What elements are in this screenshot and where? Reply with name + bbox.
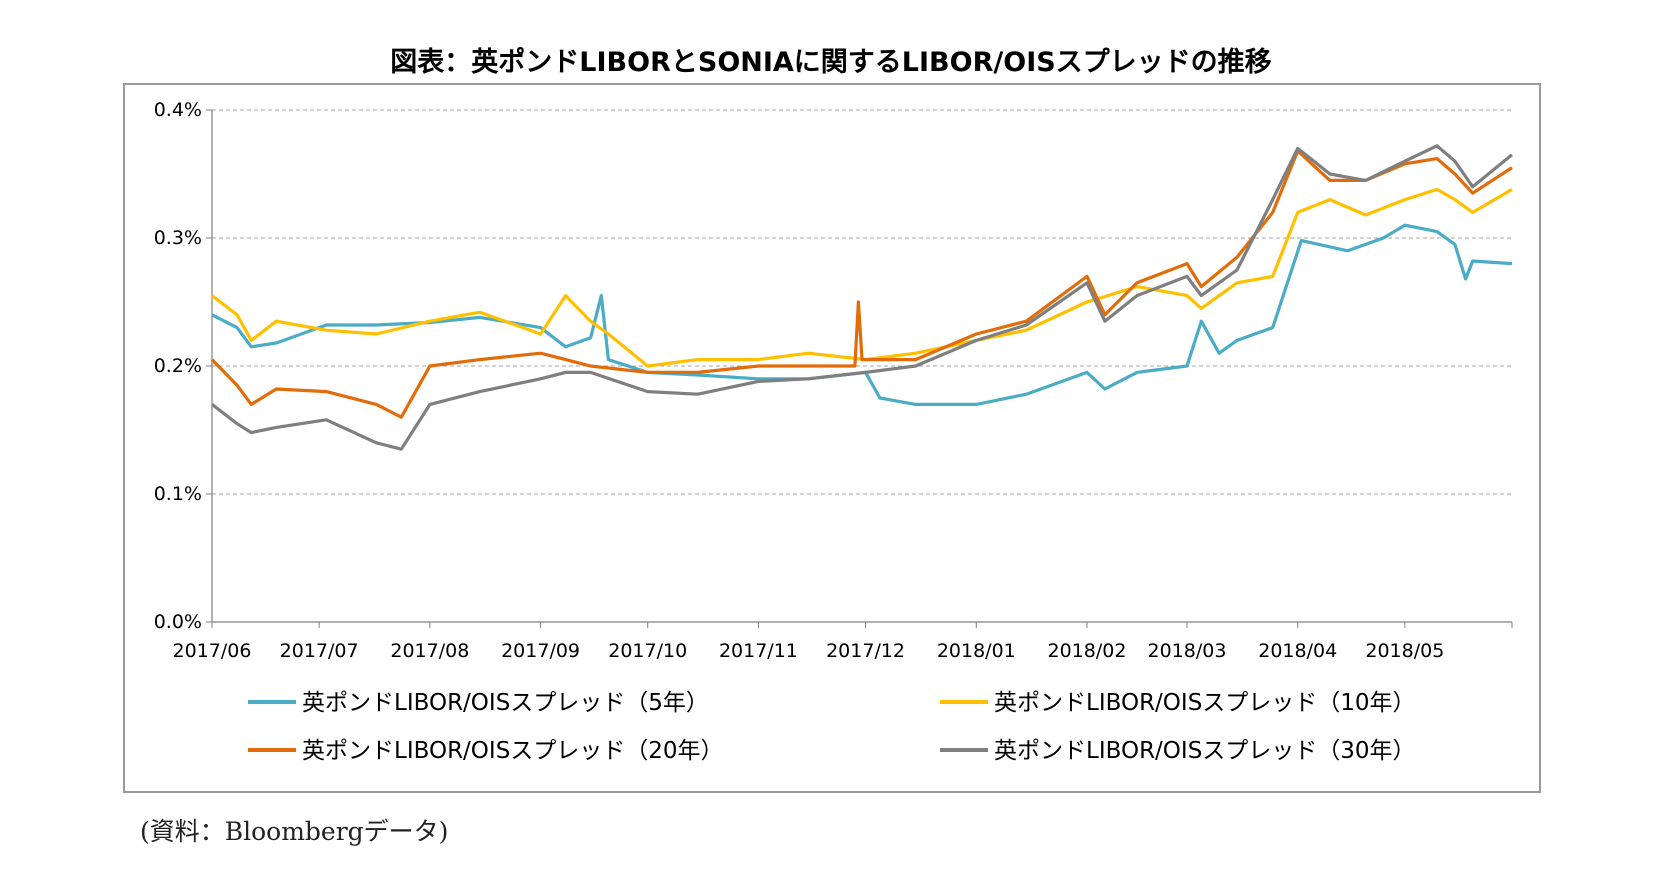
axes: 0.0% 0.1% 0.2% 0.3% 0.4% 2017/06 2017/07 2017/0… bbox=[154, 99, 1513, 662]
x-tick-label: 2017/06 bbox=[173, 640, 252, 662]
x-tick-label: 2018/02 bbox=[1048, 640, 1127, 662]
source-note: (資料：Bloombergデータ) bbox=[140, 817, 449, 846]
legend-label: 英ポンドLIBOR/OISスプレッド（20年） bbox=[302, 738, 724, 764]
legend-label: 英ポンドLIBOR/OISスプレッド（30年） bbox=[994, 738, 1416, 764]
x-tick-label: 2018/05 bbox=[1365, 640, 1444, 662]
y-tick-label: 0.2% bbox=[154, 355, 202, 377]
legend-label: 英ポンドLIBOR/OISスプレッド（5年） bbox=[302, 690, 709, 716]
series-line-3 bbox=[211, 144, 1514, 451]
legend: 英ポンドLIBOR/OISスプレッド（5年） 英ポンドLIBOR/OISスプレッド… bbox=[248, 690, 1416, 764]
y-tick-label: 0.0% bbox=[154, 611, 202, 633]
x-tick-label: 2017/09 bbox=[501, 640, 580, 662]
x-tick-label: 2017/08 bbox=[390, 640, 469, 662]
x-tick-label: 2018/03 bbox=[1148, 640, 1227, 662]
legend-label: 英ポンドLIBOR/OISスプレッド（10年） bbox=[994, 690, 1416, 716]
x-tick-label: 2017/12 bbox=[826, 640, 905, 662]
x-tick-label: 2017/11 bbox=[719, 640, 798, 662]
x-tick-label: 2018/04 bbox=[1258, 640, 1337, 662]
series-line-1 bbox=[211, 187, 1513, 368]
y-tick-label: 0.1% bbox=[154, 483, 202, 505]
x-tick-label: 2018/01 bbox=[937, 640, 1016, 662]
series-line-2 bbox=[210, 149, 1513, 419]
series-line-0 bbox=[211, 223, 1513, 406]
chart-title: 図表：英ポンドLIBORとSONIAに関するLIBOR/OISスプレッドの推移 bbox=[390, 47, 1272, 78]
x-tick-label: 2017/07 bbox=[280, 640, 359, 662]
x-tick-label: 2017/10 bbox=[608, 640, 687, 662]
y-tick-label: 0.3% bbox=[154, 227, 202, 249]
series-lines bbox=[210, 144, 1514, 451]
chart-frame bbox=[123, 83, 1541, 793]
y-tick-label: 0.4% bbox=[154, 99, 202, 121]
